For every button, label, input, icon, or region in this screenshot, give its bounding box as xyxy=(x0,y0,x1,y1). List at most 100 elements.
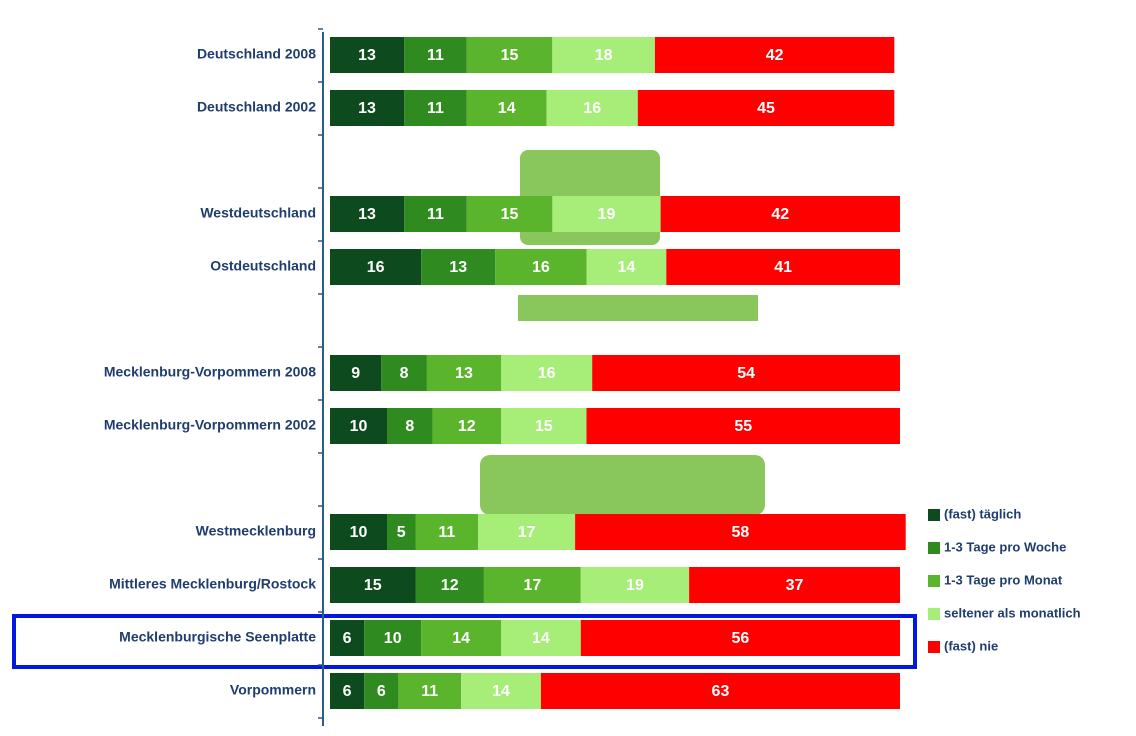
value-label: 41 xyxy=(774,259,792,276)
value-label: 14 xyxy=(452,630,470,647)
bar-segment xyxy=(364,620,422,656)
category-label: Mecklenburg-Vorpommern 2002 xyxy=(104,417,316,433)
bar-segment xyxy=(466,196,553,232)
bar-segment xyxy=(666,249,900,285)
legend-swatch xyxy=(928,641,940,653)
bar-segment xyxy=(546,90,638,126)
category-label: Mecklenburg-Vorpommern 2008 xyxy=(104,364,316,380)
value-label: 11 xyxy=(438,524,455,541)
bar-segment xyxy=(580,567,690,603)
value-label: 13 xyxy=(449,259,467,276)
value-label: 15 xyxy=(501,47,519,64)
bar-segment xyxy=(478,514,576,550)
category-label: Ostdeutschland xyxy=(210,258,316,274)
legend-label: (fast) nie xyxy=(944,638,998,653)
value-label: 14 xyxy=(492,683,510,700)
value-label: 15 xyxy=(535,418,553,435)
value-label: 18 xyxy=(595,47,613,64)
value-label: 56 xyxy=(732,630,750,647)
value-label: 11 xyxy=(427,47,444,64)
bar-segment xyxy=(501,355,593,391)
category-label: Mecklenburgische Seenplatte xyxy=(119,629,316,645)
value-label: 13 xyxy=(358,206,376,223)
bar-segment xyxy=(404,196,467,232)
value-label: 6 xyxy=(343,683,352,700)
category-label: Mittleres Mecklenburg/Rostock xyxy=(109,576,316,592)
bar-segment xyxy=(501,620,581,656)
value-label: 13 xyxy=(358,100,376,117)
bar-segment xyxy=(387,514,416,550)
bar-segment xyxy=(330,37,405,73)
value-label: 16 xyxy=(538,365,556,382)
value-label: 37 xyxy=(786,577,804,594)
value-label: 10 xyxy=(350,524,368,541)
category-label: Vorpommern xyxy=(230,682,316,698)
value-label: 12 xyxy=(458,418,476,435)
bar-segment xyxy=(552,37,655,73)
bar-segment xyxy=(660,196,900,232)
category-label: Deutschland 2008 xyxy=(197,46,316,62)
legend-swatch xyxy=(928,608,940,620)
value-label: 6 xyxy=(343,630,352,647)
bar-segment xyxy=(330,514,387,550)
legend-label: seltener als monatlich xyxy=(944,605,1081,620)
bar-segment xyxy=(404,37,467,73)
value-label: 15 xyxy=(364,577,382,594)
bar-segment xyxy=(586,408,900,444)
bar-segment xyxy=(575,514,906,550)
bar-segment xyxy=(415,514,479,550)
category-label: Deutschland 2002 xyxy=(197,99,316,115)
value-label: 54 xyxy=(737,365,755,382)
bar-segment xyxy=(398,673,462,709)
value-label: 15 xyxy=(501,206,519,223)
value-label: 45 xyxy=(757,100,775,117)
bar-segment xyxy=(654,37,895,73)
bar-segment xyxy=(381,355,427,391)
value-label: 5 xyxy=(397,524,406,541)
value-label: 13 xyxy=(358,47,376,64)
value-label: 10 xyxy=(350,418,368,435)
bar-segment xyxy=(495,249,587,285)
bar-segment xyxy=(330,673,365,709)
value-label: 19 xyxy=(598,206,616,223)
value-label: 8 xyxy=(405,418,414,435)
tram-base xyxy=(518,295,758,321)
legend-label: 1-3 Tage pro Monat xyxy=(944,572,1063,587)
bar-segment xyxy=(580,620,900,656)
value-label: 14 xyxy=(498,100,516,117)
value-label: 11 xyxy=(421,683,438,700)
value-label: 16 xyxy=(583,100,601,117)
value-label: 63 xyxy=(712,683,730,700)
value-label: 16 xyxy=(367,259,385,276)
value-label: 11 xyxy=(427,100,444,117)
bar-segment xyxy=(330,408,387,444)
bar-segment xyxy=(404,90,467,126)
bar-segment xyxy=(330,196,405,232)
bar-segment xyxy=(483,567,581,603)
bar-segment xyxy=(501,408,587,444)
category-label: Westmecklenburg xyxy=(196,523,316,539)
value-label: 16 xyxy=(532,259,550,276)
value-label: 14 xyxy=(618,259,636,276)
bar-segment xyxy=(415,567,484,603)
bar-segment xyxy=(461,673,541,709)
bar-segment xyxy=(466,37,553,73)
value-label: 42 xyxy=(771,206,789,223)
highlight-box xyxy=(12,614,917,669)
value-label: 13 xyxy=(455,365,473,382)
bar-segment xyxy=(330,90,405,126)
value-label: 8 xyxy=(400,365,409,382)
bar-segment xyxy=(387,408,433,444)
value-label: 9 xyxy=(351,365,360,382)
bar-segment xyxy=(330,567,416,603)
legend-label: 1-3 Tage pro Woche xyxy=(944,539,1066,554)
bar-segment xyxy=(426,355,501,391)
bar-segment xyxy=(466,90,547,126)
bar-segment xyxy=(421,620,501,656)
bus-icon xyxy=(480,455,765,515)
value-label: 17 xyxy=(518,524,536,541)
value-label: 55 xyxy=(734,418,752,435)
bar-segment xyxy=(330,620,365,656)
value-label: 6 xyxy=(377,683,386,700)
